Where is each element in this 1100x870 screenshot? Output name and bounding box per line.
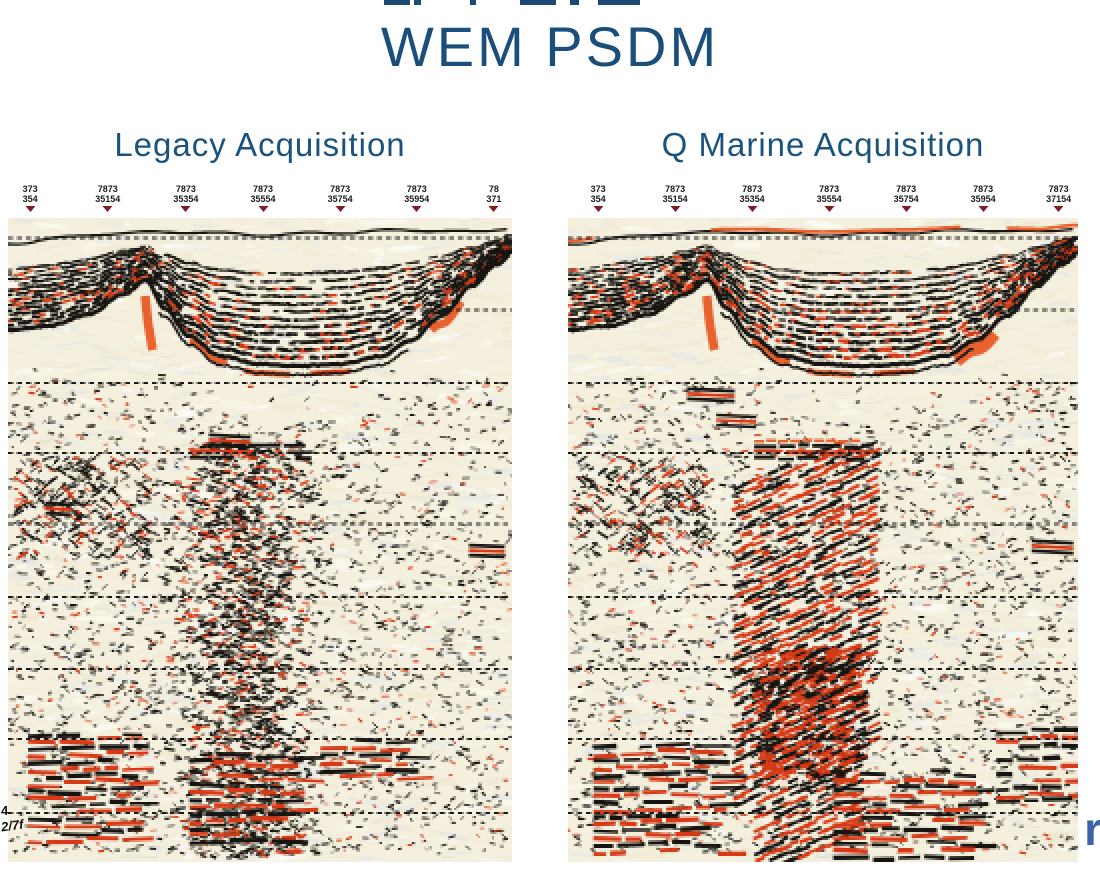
seismic-image-legacy [8, 218, 512, 862]
trace-label-line2: 35354 [739, 194, 765, 204]
trace-label-line1: 7873 [819, 184, 840, 194]
trace-label-line1: 78 [488, 184, 499, 194]
trace-label: 7873 35154 [95, 184, 120, 212]
trace-label-line1: 7873 [742, 184, 763, 194]
edge-annotation: 4 2/7f [0, 803, 25, 835]
trace-label: 7873 37154 [1046, 184, 1071, 212]
tick-marker [488, 206, 499, 212]
trace-label-line2: 35954 [404, 194, 430, 204]
clipped-text-fragment [520, 0, 556, 5]
logo-fragment: r [1084, 803, 1100, 855]
clipped-text-fragment [414, 0, 421, 5]
edge-annotation-line1: 4 [1, 803, 9, 818]
seismic-image-qmarine [568, 218, 1078, 862]
trace-label-line1: 7873 [97, 184, 118, 194]
trace-label: 7873 35154 [663, 184, 688, 212]
seismic-panel-qmarine: Q Marine Acquisition 373 354 7873 35154 7873… [568, 0, 1078, 870]
trace-label-line1: 373 [22, 184, 38, 194]
tick-marker [335, 206, 346, 212]
edge-annotation-line2: 2/7f [0, 816, 25, 835]
trace-label: 7873 35954 [404, 184, 429, 212]
trace-label-line2: 35754 [327, 194, 353, 204]
tick-marker [25, 206, 36, 212]
trace-label: 7873 35554 [251, 184, 276, 212]
tick-marker [670, 206, 681, 212]
trace-label-line2: 35554 [816, 194, 842, 204]
trace-label-line1: 7873 [665, 184, 686, 194]
trace-label-line2: 35954 [970, 194, 996, 204]
trace-label: 7873 35754 [894, 184, 919, 212]
trace-label: 7873 35954 [971, 184, 996, 212]
trace-label-line1: 7873 [973, 184, 994, 194]
trace-label-line1: 7873 [330, 184, 351, 194]
trace-label-row: 373 354 7873 35154 7873 35354 7873 35554 7873 357… [8, 184, 512, 218]
trace-label-line1: 7873 [896, 184, 917, 194]
tick-marker [258, 206, 269, 212]
clipped-text-fragment [470, 0, 476, 5]
tick-marker [1053, 206, 1064, 212]
trace-label-line2: 354 [22, 194, 38, 204]
trace-label-line2: 37154 [1046, 194, 1072, 204]
trace-label: 7873 35354 [173, 184, 198, 212]
tick-marker [978, 206, 989, 212]
clipped-text-fragment [384, 0, 410, 5]
tick-marker [824, 206, 835, 212]
trace-label: 7873 35754 [328, 184, 353, 212]
trace-label-line1: 7873 [1048, 184, 1069, 194]
trace-label-line1: 7873 [253, 184, 274, 194]
trace-label-line2: 35754 [893, 194, 919, 204]
tick-marker [180, 206, 191, 212]
panel-header-qmarine: Q Marine Acquisition [661, 126, 985, 163]
page-title: WEM PSDM [380, 15, 720, 78]
tick-marker [901, 206, 912, 212]
trace-label-row: 373 354 7873 35154 7873 35354 7873 35554 7873 357… [568, 184, 1078, 218]
trace-label-line1: 373 [590, 184, 606, 194]
trace-label: 373 354 [23, 184, 38, 212]
trace-label-line1: 7873 [175, 184, 196, 194]
panel-header-legacy: Legacy Acquisition [114, 126, 406, 163]
clipped-text-fragment [570, 0, 579, 5]
trace-label-line2: 35154 [662, 194, 688, 204]
trace-label-line2: 35154 [95, 194, 121, 204]
tick-marker [102, 206, 113, 212]
trace-label: 78 371 [486, 184, 501, 212]
tick-marker [411, 206, 422, 212]
tick-marker [593, 206, 604, 212]
seismic-panel-legacy: Legacy Acquisition 373 354 7873 35154 7873 35… [8, 0, 512, 870]
trace-label: 7873 35354 [740, 184, 765, 212]
clipped-text-fragment [598, 0, 640, 5]
trace-label-line2: 35554 [250, 194, 276, 204]
tick-marker [747, 206, 758, 212]
trace-label-line2: 35354 [173, 194, 199, 204]
trace-label-line2: 354 [590, 194, 606, 204]
trace-label-line2: 371 [486, 194, 502, 204]
trace-label-line1: 7873 [406, 184, 427, 194]
trace-label: 373 354 [591, 184, 606, 212]
trace-label: 7873 35554 [817, 184, 842, 212]
